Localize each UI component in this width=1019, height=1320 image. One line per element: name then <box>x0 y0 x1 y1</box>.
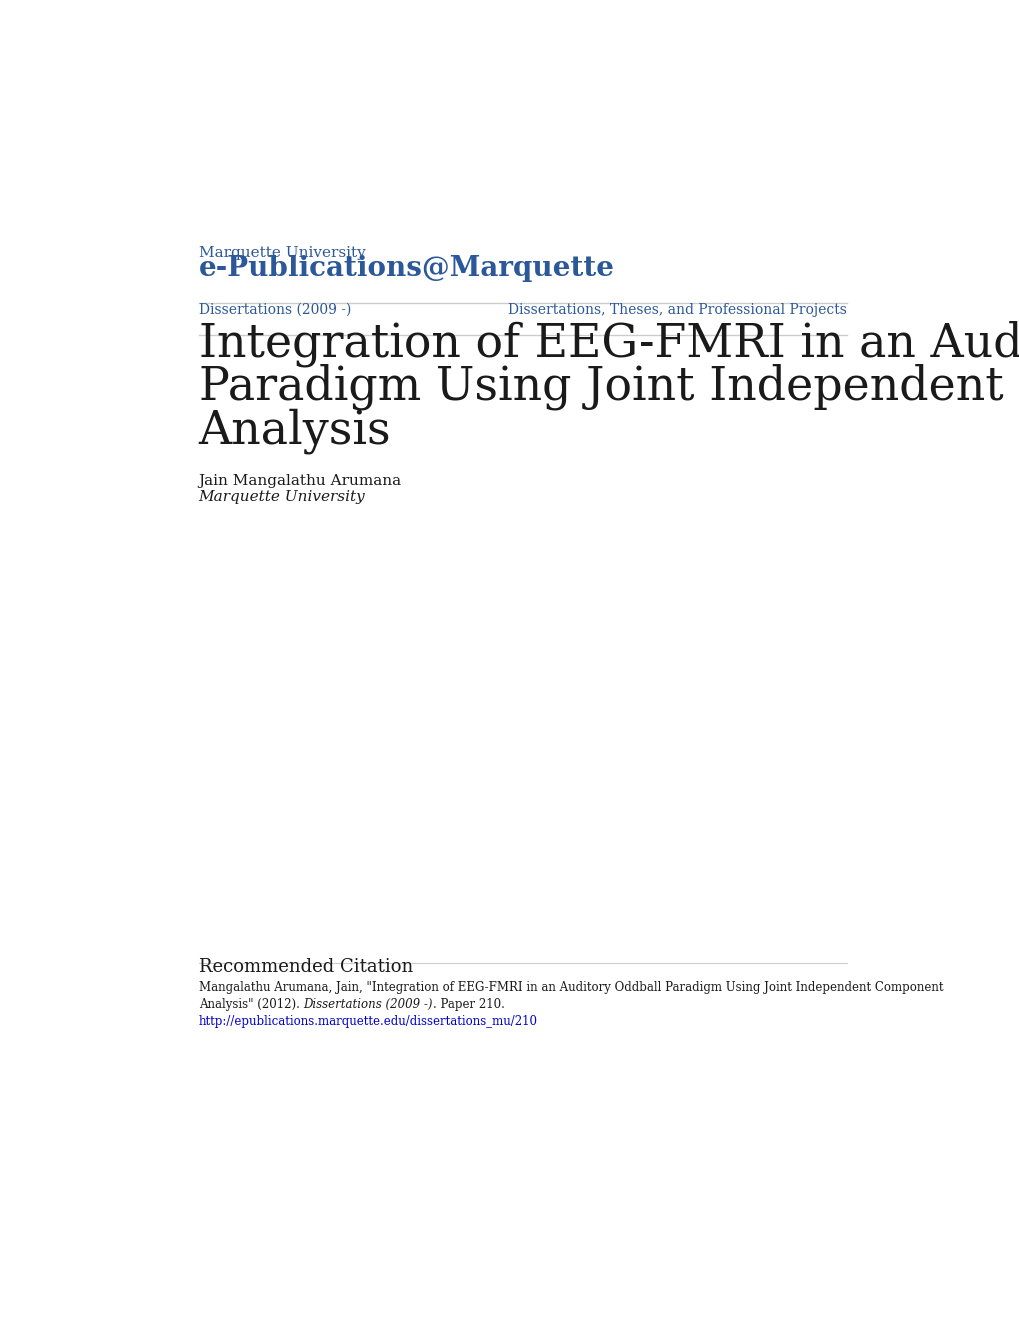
Text: e-Publications@Marquette: e-Publications@Marquette <box>199 255 614 282</box>
Text: . Paper 210.: . Paper 210. <box>432 998 504 1011</box>
Text: Recommended Citation: Recommended Citation <box>199 957 413 975</box>
Text: Integration of EEG-FMRI in an Auditory Oddball: Integration of EEG-FMRI in an Auditory O… <box>199 321 1019 367</box>
Text: Marquette University: Marquette University <box>199 246 365 260</box>
Text: Analysis" (2012).: Analysis" (2012). <box>199 998 303 1011</box>
Text: Jain Mangalathu Arumana: Jain Mangalathu Arumana <box>199 474 401 487</box>
Text: Marquette University: Marquette University <box>199 490 365 504</box>
Text: http://epublications.marquette.edu/dissertations_mu/210: http://epublications.marquette.edu/disse… <box>199 1015 537 1028</box>
Text: Dissertations (2009 -): Dissertations (2009 -) <box>199 304 351 317</box>
Text: Dissertations (2009 -): Dissertations (2009 -) <box>303 998 432 1011</box>
Text: Mangalathu Arumana, Jain, "Integration of EEG-FMRI in an Auditory Oddball Paradi: Mangalathu Arumana, Jain, "Integration o… <box>199 981 943 994</box>
Text: Paradigm Using Joint Independent Component: Paradigm Using Joint Independent Compone… <box>199 364 1019 411</box>
Text: Analysis: Analysis <box>199 408 391 454</box>
Text: Dissertations, Theses, and Professional Projects: Dissertations, Theses, and Professional … <box>507 304 846 317</box>
